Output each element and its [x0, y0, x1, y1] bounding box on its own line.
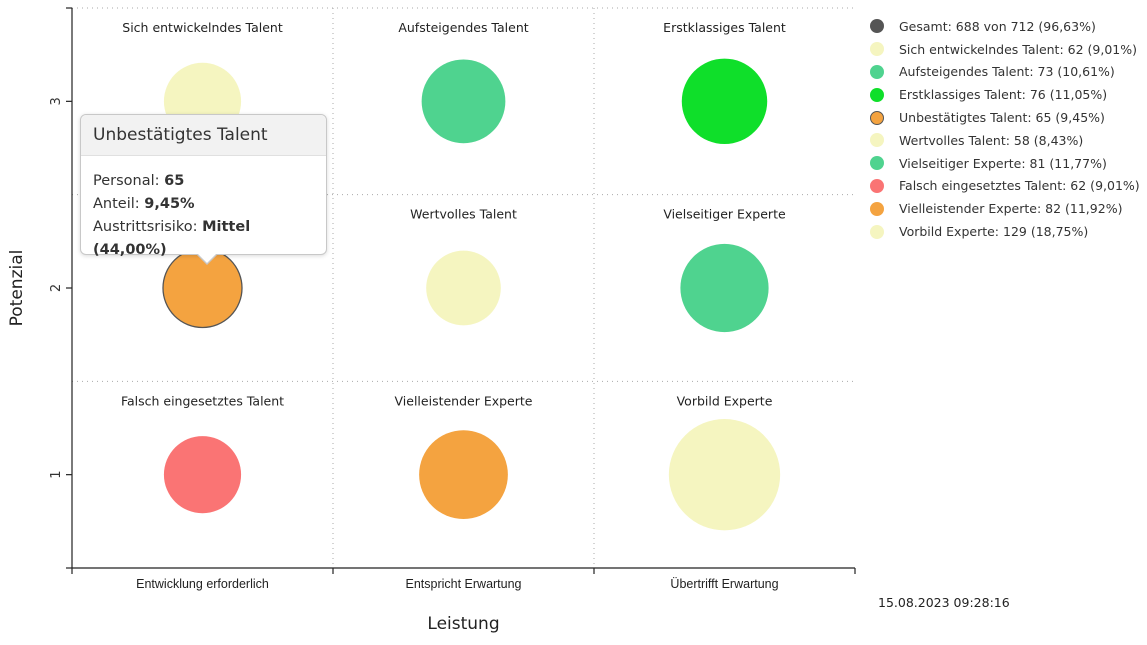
legend-item[interactable]: Aufsteigendes Talent: 73 (10,61%) [870, 61, 1140, 84]
legend-color-dot [870, 110, 884, 125]
legend-label: Falsch eingesetztes Talent: 62 (9,01%) [899, 178, 1140, 194]
legend-label: Aufsteigendes Talent: 73 (10,61%) [899, 64, 1115, 80]
cell-label: Vielleistender Experte [395, 393, 533, 408]
legend-item[interactable]: Erstklassiges Talent: 76 (11,05%) [870, 83, 1140, 106]
legend-color-dot [870, 178, 884, 193]
legend-item[interactable]: Unbestätigtes Talent: 65 (9,45%) [870, 106, 1140, 129]
bubble [163, 436, 242, 514]
bubble-chart: 1 2 3 Entwicklung erforderlich Entspricht Er… [7, 7, 856, 634]
y-tick-label: 3 [49, 97, 64, 105]
bubble [681, 58, 768, 145]
cell-label: Sich entwickelndes Talent [122, 20, 283, 35]
legend-label: Erstklassiges Talent: 76 (11,05%) [899, 87, 1108, 103]
legend-item[interactable]: Vorbild Experte: 129 (18,75%) [870, 220, 1140, 243]
bubble [680, 243, 769, 333]
legend-item[interactable]: Wertvolles Talent: 58 (8,43%) [870, 129, 1140, 152]
legend-color-dot [870, 201, 884, 216]
legend-label: Gesamt: 688 von 712 (96,63%) [899, 18, 1096, 34]
legend-color-dot [870, 133, 884, 148]
legend-color-dot [870, 42, 884, 57]
bubble [668, 419, 781, 531]
legend-item[interactable]: Vielleistender Experte: 82 (11,92%) [870, 197, 1140, 220]
x-tick-label: Entwicklung erforderlich [136, 577, 269, 591]
bubble [419, 430, 508, 520]
bubble [426, 250, 501, 326]
x-tick-label: Übertrifft Erwartung [670, 577, 778, 591]
y-tick-label: 1 [49, 471, 64, 479]
tooltip-anteil: Anteil: 9,45% [93, 196, 195, 212]
cell-labels: Sich entwickelndes Talent Aufsteigendes T… [121, 20, 786, 408]
cell-label: Vorbild Experte [677, 393, 773, 408]
x-axis-title: Leistung [427, 614, 499, 634]
legend-item[interactable]: Vielseitiger Experte: 81 (11,77%) [870, 152, 1140, 175]
y-axis-title: Potenzial [7, 250, 27, 327]
legend: Gesamt: 688 von 712 (96,63%) Sich entwick… [870, 15, 1140, 243]
y-tick-label: 2 [49, 284, 64, 292]
tooltip-title: Unbestätigtes Talent [81, 115, 326, 156]
cell-label: Aufsteigendes Talent [398, 20, 528, 35]
legend-label: Vielleistender Experte: 82 (11,92%) [899, 201, 1123, 217]
cell-label: Falsch eingesetztes Talent [121, 393, 284, 408]
legend-color-dot [870, 64, 884, 79]
legend-label: Sich entwickelndes Talent: 62 (9,01%) [899, 41, 1137, 57]
legend-color-dot [870, 224, 884, 239]
legend-item[interactable]: Sich entwickelndes Talent: 62 (9,01%) [870, 38, 1140, 61]
legend-color-dot [870, 156, 884, 171]
legend-item[interactable]: Falsch eingesetztes Talent: 62 (9,01%) [870, 175, 1140, 198]
tooltip-arrow-fill [197, 253, 217, 263]
legend-item[interactable]: Gesamt: 688 von 712 (96,63%) [870, 15, 1140, 38]
legend-label: Unbestätigtes Talent: 65 (9,45%) [899, 110, 1105, 126]
bubble [421, 59, 506, 144]
bubbles [162, 58, 781, 531]
x-tick-label: Entspricht Erwartung [405, 577, 521, 591]
cell-label: Vielseitiger Experte [663, 207, 786, 222]
legend-label: Vielseitiger Experte: 81 (11,77%) [899, 155, 1107, 171]
timestamp: 15.08.2023 09:28:16 [878, 595, 1010, 610]
legend-label: Wertvolles Talent: 58 (8,43%) [899, 132, 1084, 148]
legend-color-dot [870, 87, 884, 102]
cell-label: Erstklassiges Talent [663, 20, 786, 35]
axes: 1 2 3 Entwicklung erforderlich Entspricht Er… [7, 7, 856, 634]
tooltip-body: Personal: 65 Anteil: 9,45% Austrittsrisi… [81, 156, 326, 262]
legend-label: Vorbild Experte: 129 (18,75%) [899, 224, 1089, 240]
tooltip-personal: Personal: 65 [93, 173, 185, 189]
tooltip: Unbestätigtes Talent Personal: 65 Anteil… [80, 114, 327, 265]
cell-label: Wertvolles Talent [410, 207, 517, 222]
tooltip-risk: Austrittsrisiko: Mittel (44,00%) [93, 219, 251, 258]
legend-color-dot [870, 19, 884, 34]
